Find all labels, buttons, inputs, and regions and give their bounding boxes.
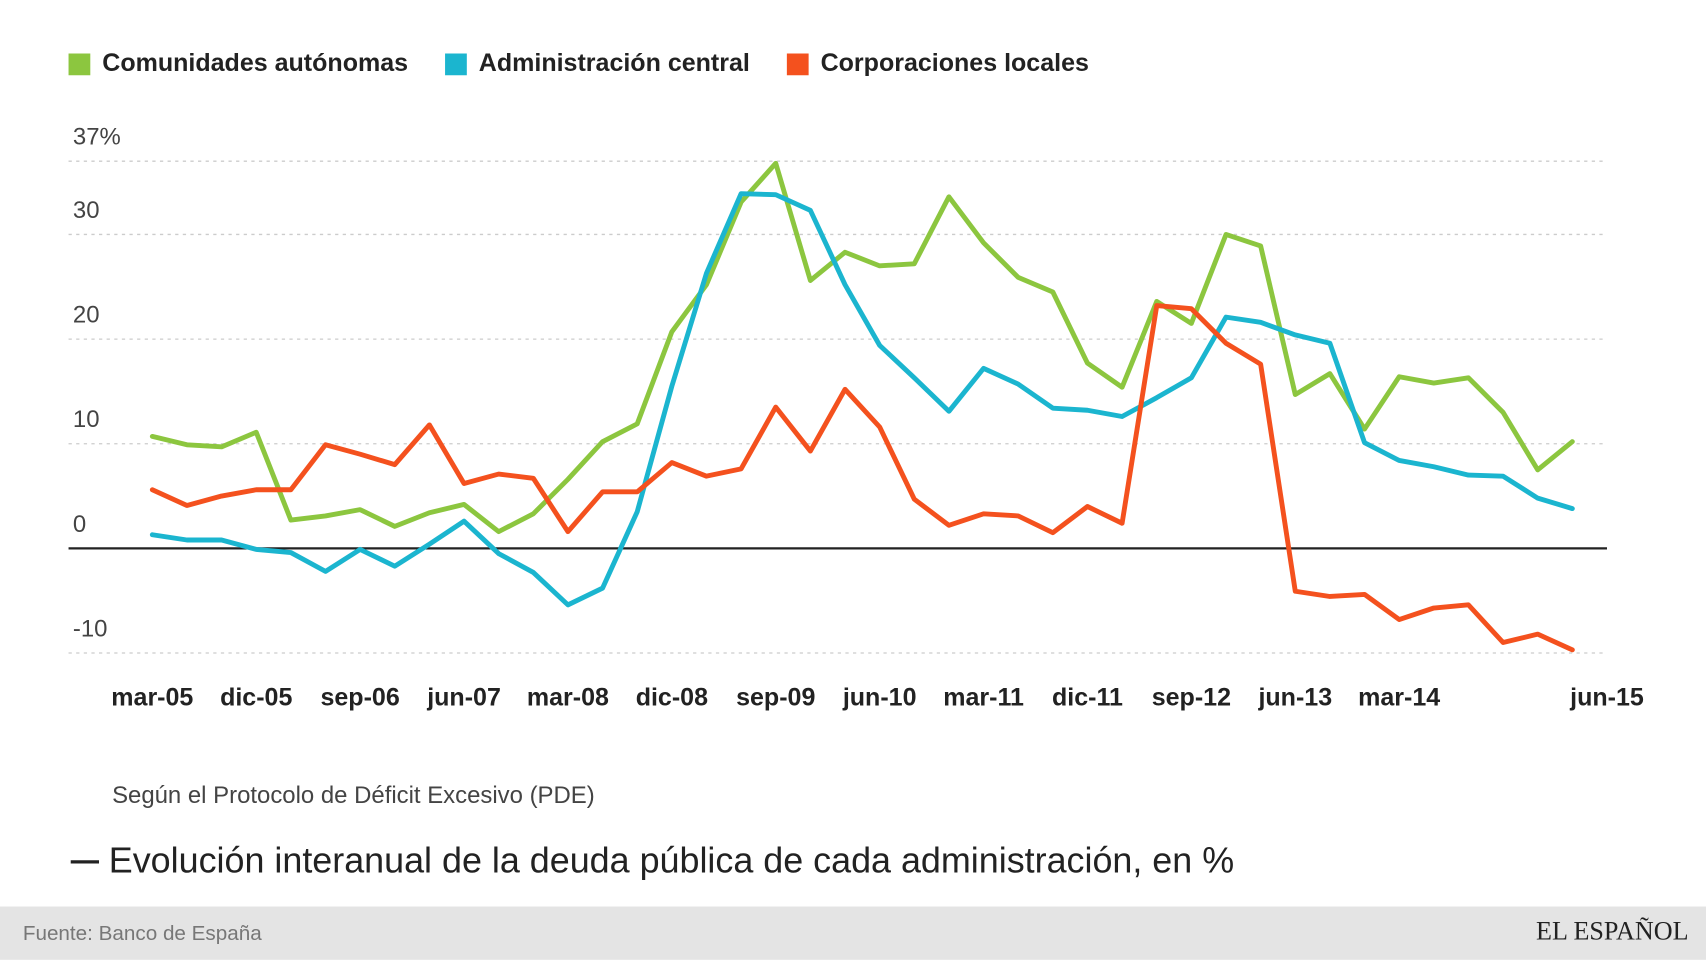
x-tick-label: sep-09: [736, 683, 815, 711]
x-tick-label: jun-13: [1257, 683, 1332, 711]
x-tick-label: mar-08: [527, 683, 609, 711]
chart-subtitle: Según el Protocolo de Déficit Excesivo (…: [112, 782, 595, 809]
x-tick-label: mar-05: [111, 683, 193, 711]
series-line: [149, 191, 1575, 608]
legend-swatch: [68, 53, 91, 76]
x-tick-label: dic-11: [1052, 683, 1123, 711]
y-tick-label: 10: [73, 406, 100, 433]
chart-title: Evolución interanual de la deuda pública…: [109, 840, 1234, 880]
y-tick-label: 37%: [73, 124, 121, 151]
y-tick-label: 30: [73, 197, 100, 224]
legend-label: Administración central: [479, 49, 750, 77]
x-tick-label: mar-11: [943, 683, 1024, 711]
brand-logo: EL ESPAÑOL: [1536, 917, 1689, 946]
x-tick-label: mar-14: [1358, 683, 1440, 711]
y-tick-label: -10: [73, 615, 108, 642]
x-tick-label: dic-08: [636, 683, 708, 711]
x-tick-label: jun-15: [1569, 683, 1644, 711]
x-tick-label: sep-12: [1152, 683, 1231, 711]
series-line: [149, 160, 1575, 535]
footer-band: [0, 906, 1706, 960]
x-tick-label: jun-07: [426, 683, 501, 711]
x-tick-label: jun-10: [842, 683, 917, 711]
x-tick-label: sep-06: [320, 683, 399, 711]
legend-swatch: [786, 53, 809, 76]
legend-swatch: [445, 53, 467, 76]
series-line: [149, 303, 1575, 653]
legend-label: Comunidades autónomas: [102, 49, 408, 77]
y-tick-label: 0: [73, 511, 86, 538]
x-tick-label: dic-05: [220, 683, 292, 711]
legend-label: Corporaciones locales: [821, 49, 1089, 77]
y-tick-label: 20: [73, 302, 100, 329]
source: Fuente: Banco de España: [23, 922, 262, 945]
